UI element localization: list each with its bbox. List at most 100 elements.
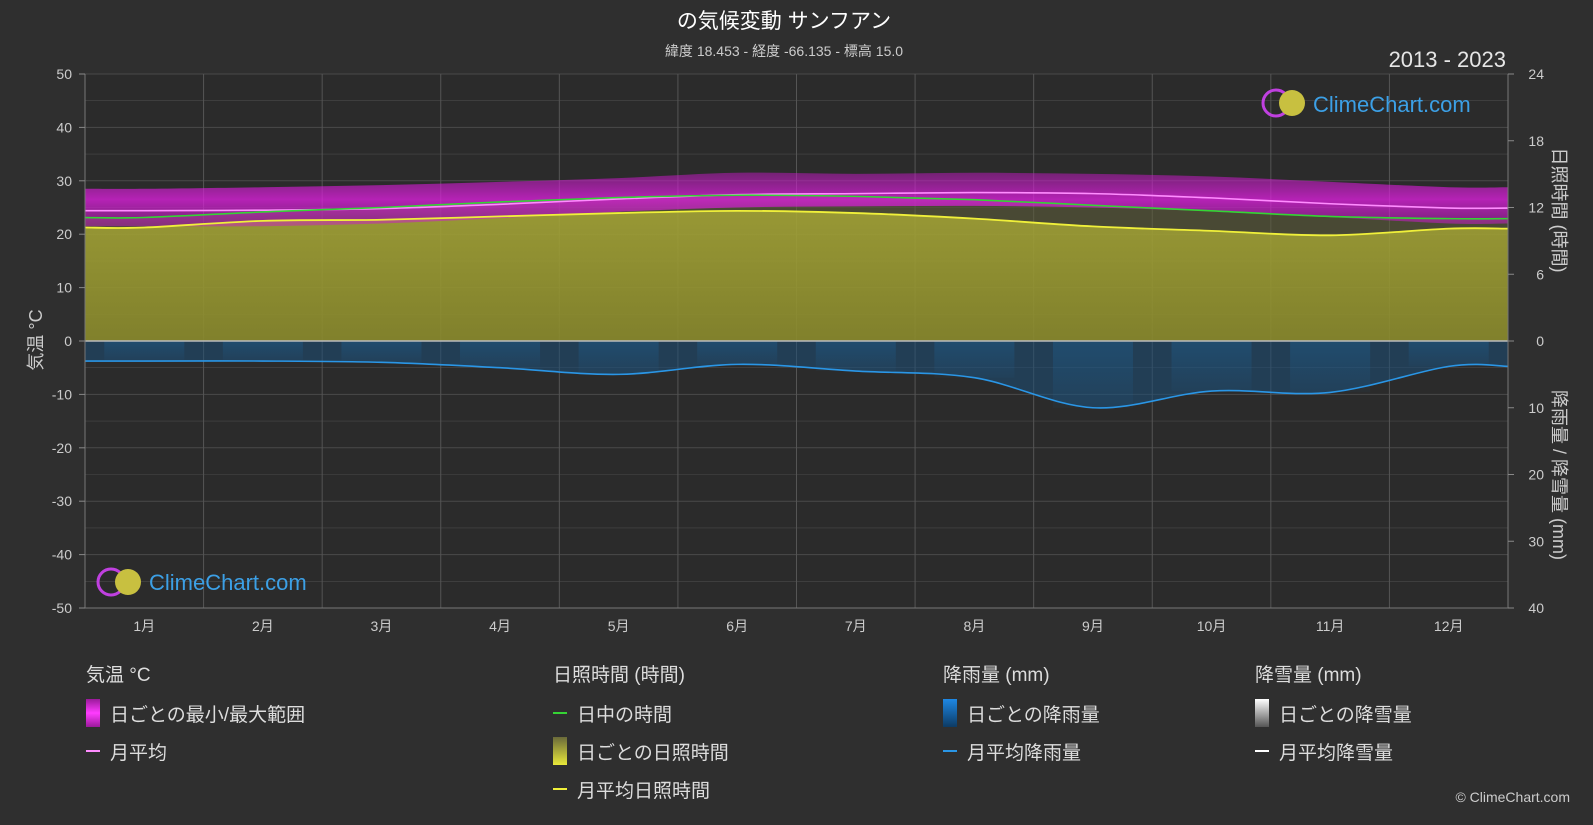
snow-swatch	[1255, 699, 1269, 727]
right-top-tick-label: 12	[1528, 200, 1544, 216]
month-tick-labels: 1月 2月 3月 4月 5月 6月 7月 8月 9月 10月 11月 12月	[133, 618, 1463, 634]
sunshine-fill	[85, 210, 1508, 341]
right-bottom-tick-label: 40	[1528, 600, 1544, 616]
series-lines	[84, 191, 1509, 409]
sunshine-swatch	[553, 737, 567, 765]
rain-bar	[697, 341, 778, 365]
month-tick-label: 7月	[845, 618, 867, 634]
legend-rain: 降雨量 (mm) 日ごとの降雨量 月平均降雨量	[943, 660, 1100, 777]
left-tick-label: 30	[56, 173, 72, 189]
left-tick-label: 10	[56, 280, 72, 296]
legend-item: 月平均日照時間	[553, 777, 729, 802]
rain-bar	[1171, 341, 1252, 392]
legend-label: 月平均日照時間	[577, 780, 711, 802]
temp-range-swatch	[86, 699, 100, 727]
month-tick-label: 5月	[608, 618, 630, 634]
rain-avg-line	[85, 360, 1509, 409]
month-tick-label: 4月	[489, 618, 511, 634]
month-tick-label: 3月	[371, 618, 393, 634]
left-tick-label: 20	[56, 226, 72, 242]
legend-label: 月平均	[110, 742, 168, 764]
rain-fill	[85, 341, 1508, 408]
legend-title: 降雨量 (mm)	[943, 665, 1050, 686]
rain-bar	[1290, 341, 1371, 393]
logo-bottom-text: ClimeChart.com	[149, 570, 307, 595]
month-tick-label: 8月	[963, 618, 985, 634]
left-tick-label: -50	[52, 600, 72, 616]
legend-label: 日ごとの日照時間	[577, 742, 729, 764]
daylight-line	[84, 194, 1509, 220]
rain-swatch	[943, 699, 957, 727]
month-tick-label: 11月	[1316, 618, 1345, 634]
left-tick-label: -40	[52, 547, 72, 563]
left-tick-label: -20	[52, 440, 72, 456]
left-tick-label: -10	[52, 386, 72, 402]
left-tick-label: 40	[56, 119, 72, 135]
chart-subtitle: 緯度 18.453 - 経度 -66.135 - 標高 15.0	[665, 43, 903, 59]
right-bottom-tick-label: 20	[1528, 467, 1544, 483]
rain-bar	[578, 341, 659, 375]
logo-sun-icon	[115, 569, 141, 595]
rain-bar	[222, 341, 303, 362]
logo-top[interactable]: ClimeChart.com	[1261, 88, 1471, 118]
legend-label: 日ごとの降雪量	[1279, 704, 1412, 726]
left-tick-label: -30	[52, 493, 72, 509]
legend-title: 気温 °C	[86, 665, 151, 686]
rain-avg-swatch	[943, 750, 957, 752]
rain-bar	[341, 341, 422, 363]
legend-item: 日ごとの降雪量	[1255, 699, 1412, 727]
chart-title: の気候変動 サンフアン	[677, 10, 891, 33]
right-axis-bottom-title: 降雨量 / 降雪量 (mm)	[1549, 390, 1569, 560]
legend-label: 月平均降雨量	[967, 742, 1082, 764]
legend-sunshine: 日照時間 (時間) 日中の時間 日ごとの日照時間 月平均日照時間	[553, 660, 729, 815]
right-top-tick-label: 18	[1528, 133, 1544, 149]
left-axis-title: 気温 °C	[26, 309, 46, 370]
month-tick-label: 9月	[1082, 618, 1104, 634]
legend-item: 月平均	[86, 739, 305, 764]
right-top-tick-label: 24	[1528, 66, 1544, 82]
temp-range-area	[85, 172, 1508, 227]
legend-snow: 降雪量 (mm) 日ごとの降雪量 月平均降雪量	[1255, 660, 1412, 777]
right-top-tick-label: 0	[1536, 333, 1544, 349]
legend-item: 日ごとの日照時間	[553, 737, 729, 765]
rain-bar	[1052, 341, 1133, 408]
legend-item: 日中の時間	[553, 701, 729, 726]
month-tick-label: 6月	[726, 618, 748, 634]
month-tick-label: 1月	[133, 618, 155, 634]
right-bottom-tick-label: 10	[1528, 400, 1544, 416]
legend-label: 月平均降雪量	[1279, 742, 1394, 764]
rain-bar	[1408, 341, 1489, 367]
copyright: © ClimeChart.com	[1455, 789, 1570, 805]
left-tick-label: 0	[64, 333, 72, 349]
legend-title: 日照時間 (時間)	[553, 665, 685, 686]
rain-bars	[85, 341, 1508, 408]
logo-bottom[interactable]: ClimeChart.com	[96, 567, 307, 597]
left-axis-ticks: 50 40 30 20 10 0 -10 -20 -30 -40 -50	[52, 66, 85, 616]
month-tick-label: 12月	[1434, 618, 1464, 634]
sunshine-avg-line	[84, 209, 1509, 237]
legend-item: 月平均降雨量	[943, 739, 1100, 764]
legend-label: 日ごとの降雨量	[967, 704, 1100, 726]
legend-item: 日ごとの最小/最大範囲	[86, 699, 306, 727]
right-axis-top-title: 日照時間 (時間)	[1549, 148, 1569, 273]
left-tick-label: 50	[56, 66, 72, 82]
temp-avg-line	[84, 191, 1509, 212]
legend-item: 日ごとの降雨量	[943, 699, 1100, 727]
rain-bar	[815, 341, 896, 372]
rain-bar	[460, 341, 541, 368]
legend-label: 日中の時間	[577, 704, 673, 726]
legend-title: 降雪量 (mm)	[1255, 665, 1362, 686]
month-tick-label: 10月	[1197, 618, 1227, 634]
right-bottom-tick-label: 30	[1528, 533, 1544, 549]
legend-temperature: 気温 °C 日ごとの最小/最大範囲 月平均	[86, 660, 305, 777]
snow-avg-swatch	[1255, 750, 1269, 752]
sunshine-avg-swatch	[553, 788, 567, 790]
logo-top-text: ClimeChart.com	[1313, 92, 1471, 117]
temperature-range-band	[85, 172, 1508, 227]
temp-avg-swatch	[86, 750, 100, 752]
month-tick-label: 2月	[252, 618, 274, 634]
logo-sun-icon	[1279, 90, 1305, 116]
daylight-swatch	[553, 712, 567, 714]
legend-label: 日ごとの最小/最大範囲	[110, 704, 306, 726]
